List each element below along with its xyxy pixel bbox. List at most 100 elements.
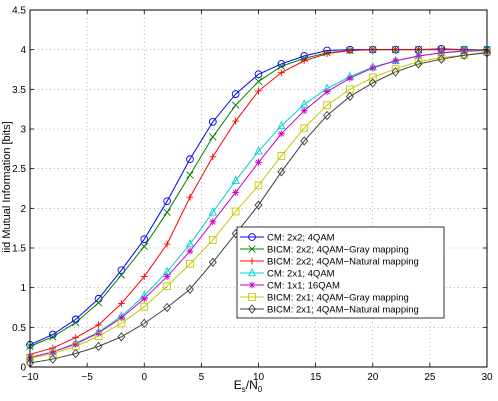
data-point-series-7 [368,78,377,88]
data-point-series-5 [323,88,331,96]
legend-marker-5 [248,281,256,289]
data-point-series-6 [186,260,194,268]
data-point-series-4 [254,146,263,155]
data-point-series-7 [117,332,126,342]
data-point-series-7 [277,167,286,177]
data-point-series-7 [185,284,194,294]
data-point-series-6 [254,181,263,190]
data-point-series-6 [300,124,309,133]
data-point-series-7 [208,257,217,267]
data-point-series-6 [163,282,171,290]
data-point-series-6 [140,302,149,311]
data-point-series-6 [117,319,126,328]
data-point-series-3 [209,153,217,161]
data-point-series-5 [186,247,194,255]
data-point-series-4 [300,99,309,108]
data-point-series-6 [277,152,286,160]
data-point-series-5 [118,314,125,322]
y-tick-label: 4.5 [12,6,26,17]
data-point-series-3 [118,300,125,307]
data-point-series-5 [437,49,445,57]
legend-label-1: CM: 2x2; 4QAM [267,233,335,244]
legend-label-6: BICM: 2x1; 4QAM−Gray mapping [267,293,409,304]
data-point-series-6 [323,101,331,110]
legend-label-5: CM: 1x1; 16QAM [267,281,340,292]
data-point-series-6 [414,57,423,66]
data-point-series-4 [231,175,240,184]
data-point-series-3 [392,46,399,54]
data-point-series-7 [437,54,446,64]
legend-marker-2 [248,245,256,253]
x-tick-label: 25 [424,372,436,383]
data-point-series-5 [140,295,148,303]
y-tick-label: 2.5 [12,164,26,175]
data-point-series-2 [277,62,286,71]
x-tick-label: 20 [367,372,379,383]
data-point-series-2 [186,171,194,179]
data-point-series-3 [300,57,308,65]
x-tick-label: 0 [141,372,147,383]
tick-labels: −10 −5 0 5 10 15 20 25 30 0 0.5 1 1.5 2 2.5 3 3.5 4 4.5 [12,6,493,384]
data-point-series-1 [186,155,194,163]
data-point-series-5 [49,348,57,356]
data-point-series-7 [345,91,354,102]
data-point-series-7 [163,302,172,313]
data-point-series-5 [163,273,171,280]
legend-marker-6 [248,293,256,301]
data-point-series-5 [277,130,285,138]
data-point-series-3 [140,273,148,280]
data-point-series-5 [255,158,262,166]
x-axis-label: Es/N0 [234,378,263,394]
data-point-series-7 [140,318,149,329]
data-point-series-3 [369,46,377,54]
legend-box [236,226,445,319]
data-point-series-1 [117,266,126,275]
data-point-series-7 [323,110,332,121]
legend-label-3: BICM: 2x2; 4QAM−Natural mapping [267,257,419,268]
data-point-series-5 [232,189,240,196]
data-point-series-1 [231,90,240,98]
data-point-series-3 [323,50,331,58]
data-point-series-2 [231,101,240,109]
data-point-series-4 [185,239,195,248]
axis-ticks [29,9,488,368]
data-point-series-1 [163,197,171,206]
data-point-series-5 [369,64,377,72]
data-point-series-2 [163,208,171,217]
y-tick-label: 4 [20,45,26,56]
y-tick-label: 0.5 [12,323,26,334]
data-point-series-6 [391,64,400,73]
legend-marker-3 [248,257,256,265]
y-tick-label: 1.5 [12,244,26,255]
data-point-series-7 [71,348,80,359]
x-tick-label: −10 [22,372,39,383]
data-point-series-3 [186,193,194,201]
data-point-series-3 [346,47,354,54]
data-point-series-1 [48,330,57,339]
data-point-series-4 [208,207,217,216]
data-point-series-7 [391,67,400,77]
data-point-series-6 [94,332,103,340]
data-point-series-5 [72,340,80,348]
legend-label-7: BICM: 2x1; 4QAM−Natural mapping [267,305,419,316]
y-tick-label: 3 [20,125,26,136]
data-point-series-2 [140,242,148,251]
data-point-series-7 [460,50,469,60]
y-tick-label: 3.5 [12,85,26,96]
data-point-series-2 [71,318,80,327]
data-point-series-1 [208,118,217,126]
data-point-series-1 [277,60,286,68]
data-point-series-3 [255,87,262,95]
data-point-series-7 [300,136,309,146]
data-point-series-2 [254,77,263,86]
legend-label-2: BICM: 2x2; 4QAM−Gray mapping [267,245,409,256]
data-point-series-3 [232,117,240,125]
data-point-series-2 [49,333,57,341]
data-point-series-7 [414,59,423,69]
y-axis-label: iid Mutual Information [bits] [1,121,13,252]
y-tick-label: 2 [20,204,26,215]
data-point-series-2 [94,299,103,307]
y-tick-label: 1 [20,283,26,294]
data-point-series-2 [209,133,217,141]
